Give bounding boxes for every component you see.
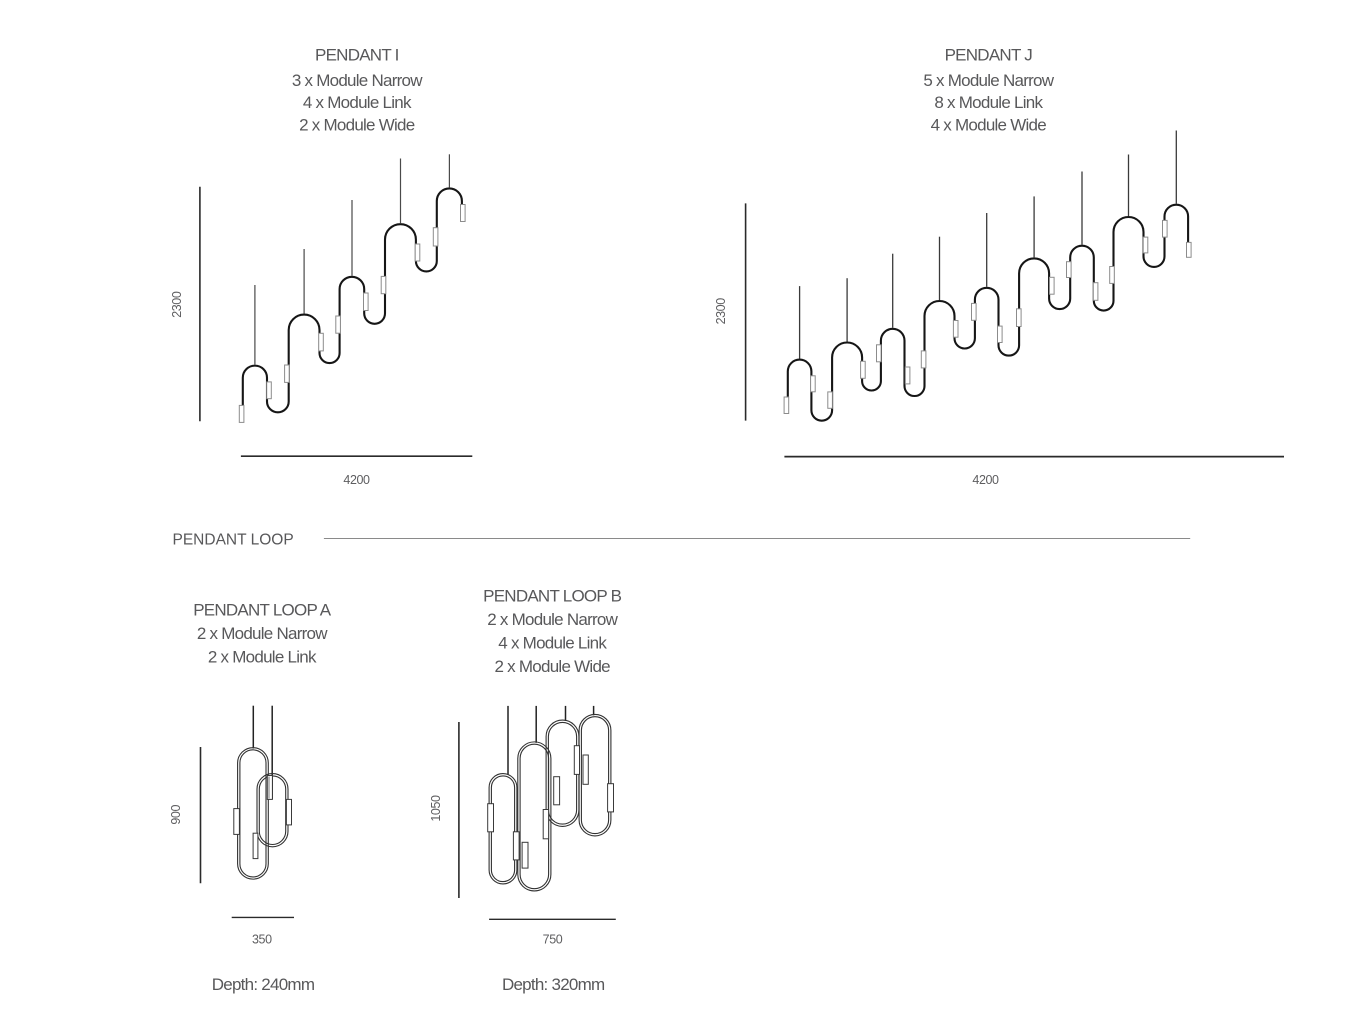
svg-text:PENDANT LOOP B: PENDANT LOOP B — [483, 587, 622, 606]
svg-text:2300: 2300 — [714, 298, 728, 325]
svg-text:2300: 2300 — [170, 291, 184, 318]
svg-text:2 x Module Wide: 2 x Module Wide — [299, 115, 415, 134]
svg-text:2 x Module Narrow: 2 x Module Narrow — [487, 610, 618, 629]
svg-text:4 x Module Link: 4 x Module Link — [498, 634, 607, 653]
svg-text:4200: 4200 — [972, 473, 999, 487]
svg-text:PENDANT LOOP A: PENDANT LOOP A — [193, 601, 332, 620]
svg-text:4 x Module Link: 4 x Module Link — [303, 93, 412, 112]
svg-text:3 x Module Narrow: 3 x Module Narrow — [292, 71, 423, 90]
svg-text:PENDANT I: PENDANT I — [315, 46, 399, 65]
svg-text:Depth: 240mm: Depth: 240mm — [212, 975, 315, 994]
svg-text:2 x Module Wide: 2 x Module Wide — [495, 657, 611, 676]
svg-text:PENDANT LOOP: PENDANT LOOP — [173, 532, 294, 549]
svg-text:350: 350 — [252, 933, 272, 947]
svg-text:900: 900 — [169, 805, 183, 825]
svg-text:2 x Module Narrow: 2 x Module Narrow — [197, 624, 328, 643]
svg-text:2 x Module Link: 2 x Module Link — [208, 648, 317, 667]
svg-text:1050: 1050 — [429, 795, 443, 822]
svg-text:5 x Module Narrow: 5 x Module Narrow — [923, 71, 1054, 90]
svg-text:4 x Module Wide: 4 x Module Wide — [931, 115, 1047, 134]
svg-text:4200: 4200 — [343, 473, 370, 487]
svg-text:Depth: 320mm: Depth: 320mm — [502, 975, 605, 994]
svg-text:750: 750 — [543, 933, 563, 947]
svg-text:8 x Module Link: 8 x Module Link — [934, 93, 1043, 112]
svg-text:PENDANT J: PENDANT J — [945, 46, 1033, 65]
